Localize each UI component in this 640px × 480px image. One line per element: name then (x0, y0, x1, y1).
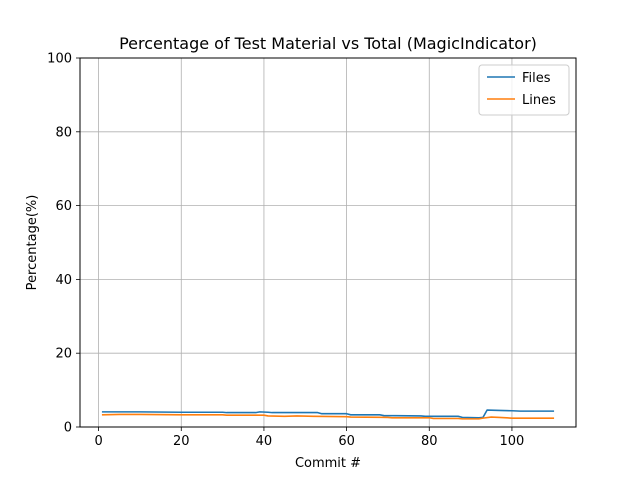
x-tick-label: 40 (256, 434, 273, 449)
y-tick-label: 80 (55, 125, 72, 140)
x-tick-label: 0 (94, 434, 102, 449)
tick-layer: 0 20 40 60 80 100 0 20 40 60 80 100 (47, 52, 524, 450)
legend-label-files: Files (522, 71, 551, 86)
y-tick-label: 20 (55, 347, 72, 362)
plot-frame (79, 57, 577, 428)
legend-label-lines: Lines (522, 93, 556, 108)
series-line-lines (101, 413, 555, 420)
y-axis-label: Percentage(%) (25, 195, 40, 291)
x-tick-label: 60 (338, 434, 355, 449)
y-tick-label: 0 (64, 421, 72, 436)
x-tick-label: 100 (500, 434, 525, 449)
series-line-files (101, 409, 555, 419)
series-layer (101, 409, 555, 420)
y-tick-label: 100 (47, 52, 72, 67)
x-tick-label: 80 (421, 434, 438, 449)
x-axis-label: Commit # (295, 456, 361, 471)
x-tick-label: 20 (173, 434, 190, 449)
legend: Files Lines (478, 64, 570, 116)
y-tick-label: 40 (55, 273, 72, 288)
chart-title: Percentage of Test Material vs Total (Ma… (119, 34, 537, 53)
y-tick-label: 60 (55, 199, 72, 214)
